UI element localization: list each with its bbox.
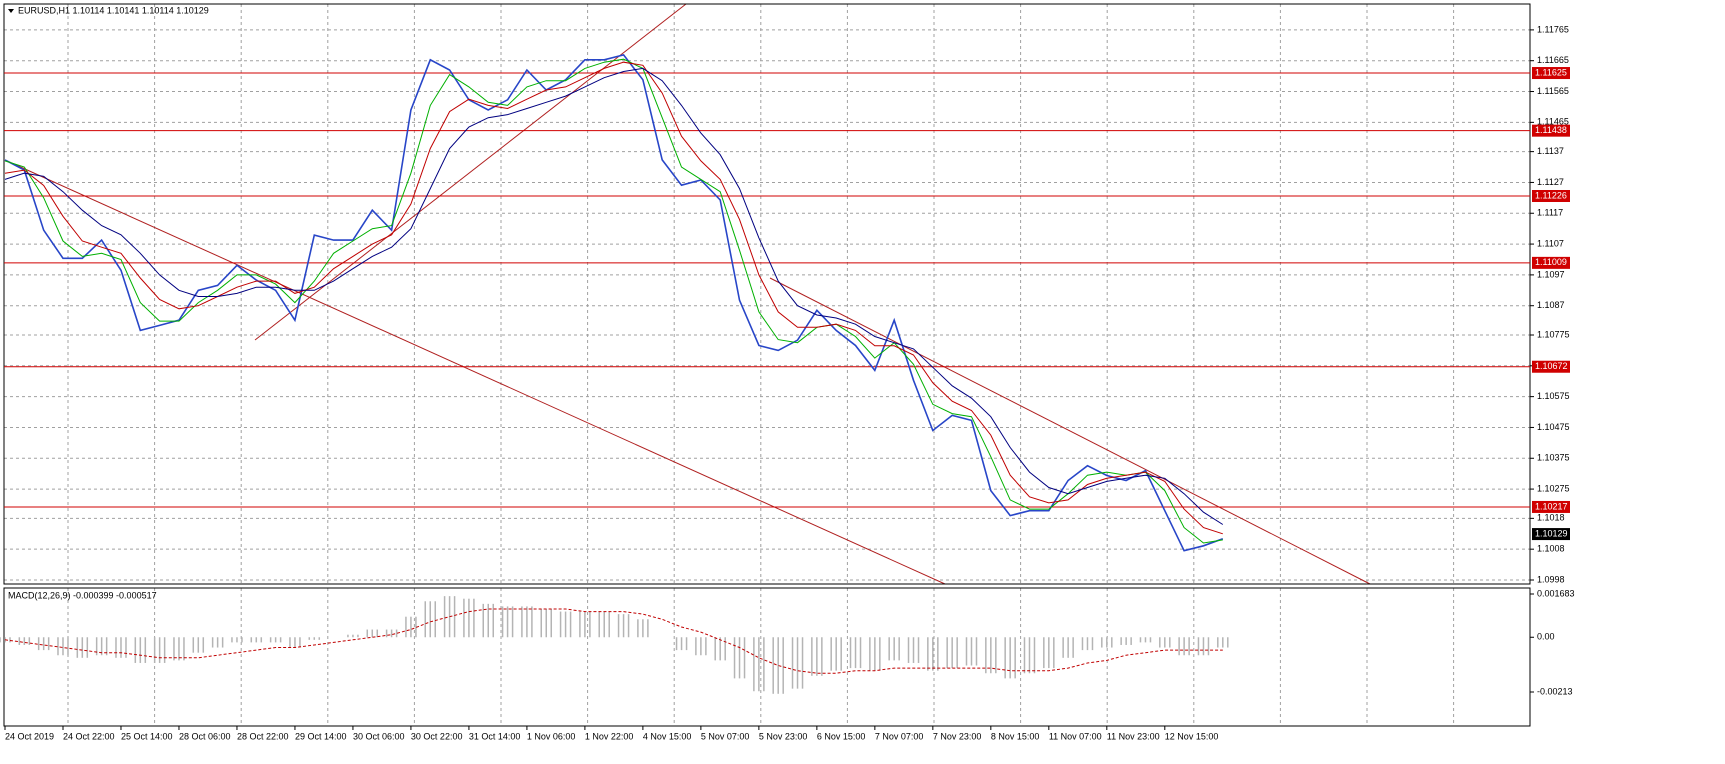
x-tick-label: 28 Oct 22:00 <box>237 731 289 741</box>
grid <box>4 4 1530 726</box>
x-tick-label: 29 Oct 14:00 <box>295 731 347 741</box>
y-tick-label: 1.1087 <box>1537 300 1565 310</box>
macd-label: MACD(12,26,9) -0.000399 -0.000517 <box>8 590 157 600</box>
y-tick-label: 1.1097 <box>1537 269 1565 279</box>
series-line <box>4 61 1223 535</box>
y2-tick-label: -0.00213 <box>1537 686 1573 696</box>
level-tag <box>1532 256 1570 269</box>
y2-tick-label: 0.00 <box>1537 632 1555 642</box>
chart-title: EURUSD,H1 1.10114 1.10141 1.10114 1.1012… <box>18 5 209 15</box>
macd-frame <box>3 587 1531 727</box>
level-tag <box>1532 189 1570 202</box>
trend-line <box>4 159 946 585</box>
y-tick-label: 1.11765 <box>1537 24 1569 34</box>
price-tag <box>1532 528 1570 541</box>
y-tick-label: 1.1137 <box>1537 146 1564 156</box>
y-tick-label: 1.10375 <box>1537 453 1570 463</box>
x-tick-label: 30 Oct 06:00 <box>353 731 405 741</box>
x-tick-label: 24 Oct 22:00 <box>63 731 115 741</box>
level-tag <box>1532 67 1570 80</box>
y-tick-label: 1.0998 <box>1537 574 1565 584</box>
x-tick-label: 31 Oct 14:00 <box>469 731 521 741</box>
level-tag <box>1532 124 1570 137</box>
x-tick-label: 7 Nov 07:00 <box>875 731 924 741</box>
x-tick-label: 7 Nov 23:00 <box>933 731 982 741</box>
series-line <box>4 608 1223 674</box>
y-tick-label: 1.1127 <box>1537 177 1564 187</box>
x-tick-label: 6 Nov 15:00 <box>817 731 866 741</box>
level-label: 1.11438 <box>1535 125 1567 135</box>
level-label: 1.10217 <box>1535 501 1568 511</box>
x-tick-label: 25 Oct 14:00 <box>121 731 173 741</box>
level-label: 1.10672 <box>1535 361 1568 371</box>
y2-tick-label: 0.001683 <box>1537 588 1575 598</box>
x-tick-label: 1 Nov 22:00 <box>585 731 634 741</box>
main-frame <box>3 3 1531 585</box>
x-tick-label: 30 Oct 22:00 <box>411 731 463 741</box>
x-tick-label: 24 Oct 2019 <box>5 731 54 741</box>
trend-line <box>769 277 1371 585</box>
menu-arrow[interactable] <box>8 9 14 13</box>
y-tick-label: 1.10575 <box>1537 391 1570 401</box>
x-tick-label: 5 Nov 07:00 <box>701 731 750 741</box>
price-label: 1.10129 <box>1535 528 1568 538</box>
x-tick-label: 12 Nov 15:00 <box>1165 731 1219 741</box>
y-tick-label: 1.11465 <box>1537 117 1569 127</box>
y-tick-label: 1.1107 <box>1537 238 1564 248</box>
x-tick-label: 28 Oct 06:00 <box>179 731 231 741</box>
y-tick-label: 1.10775 <box>1537 329 1570 339</box>
x-tick-label: 8 Nov 15:00 <box>991 731 1040 741</box>
level-label: 1.11625 <box>1535 67 1567 77</box>
x-tick-label: 5 Nov 23:00 <box>759 731 808 741</box>
x-tick-label: 4 Nov 15:00 <box>643 731 692 741</box>
x-tick-label: 1 Nov 06:00 <box>527 731 576 741</box>
level-label: 1.11226 <box>1535 190 1567 200</box>
y-tick-label: 1.1018 <box>1537 513 1565 523</box>
level-label: 1.11009 <box>1535 257 1567 267</box>
y-tick-label: 1.11665 <box>1537 55 1569 65</box>
x-tick-label: 11 Nov 23:00 <box>1107 731 1160 741</box>
y-tick-label: 1.10475 <box>1537 422 1570 432</box>
level-tag <box>1532 360 1570 373</box>
level-tag <box>1532 500 1570 513</box>
x-tick-label: 11 Nov 07:00 <box>1049 731 1102 741</box>
y-tick-label: 1.1117 <box>1537 208 1563 218</box>
series-line <box>4 67 1224 525</box>
y-tick-label: 1.1008 <box>1537 544 1565 554</box>
y-tick-label: 1.10275 <box>1537 483 1570 493</box>
series-line <box>4 53 1224 552</box>
y-tick-label: 1.11565 <box>1537 86 1569 96</box>
